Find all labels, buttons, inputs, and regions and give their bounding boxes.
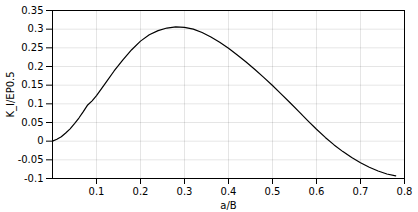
svg-text:-0.1: -0.1	[24, 173, 44, 184]
svg-text:0: 0	[37, 135, 43, 146]
svg-text:0.2: 0.2	[28, 61, 44, 72]
svg-text:0.7: 0.7	[353, 186, 369, 197]
svg-text:0.35: 0.35	[21, 5, 43, 16]
svg-text:0.25: 0.25	[21, 42, 43, 53]
svg-text:0.05: 0.05	[21, 117, 43, 128]
svg-text:K_I/EP0.5: K_I/EP0.5	[5, 71, 17, 117]
svg-text:-0.05: -0.05	[18, 154, 44, 165]
svg-text:0.2: 0.2	[133, 186, 149, 197]
svg-text:0.5: 0.5	[265, 186, 281, 197]
svg-text:0.3: 0.3	[28, 23, 44, 34]
svg-text:a/B: a/B	[220, 200, 236, 211]
svg-text:0.6: 0.6	[309, 186, 325, 197]
svg-text:0.1: 0.1	[89, 186, 105, 197]
svg-text:0.15: 0.15	[21, 79, 43, 90]
svg-text:0.1: 0.1	[28, 98, 44, 109]
svg-text:0.4: 0.4	[221, 186, 237, 197]
svg-text:0.8: 0.8	[397, 186, 413, 197]
svg-text:0.3: 0.3	[177, 186, 193, 197]
